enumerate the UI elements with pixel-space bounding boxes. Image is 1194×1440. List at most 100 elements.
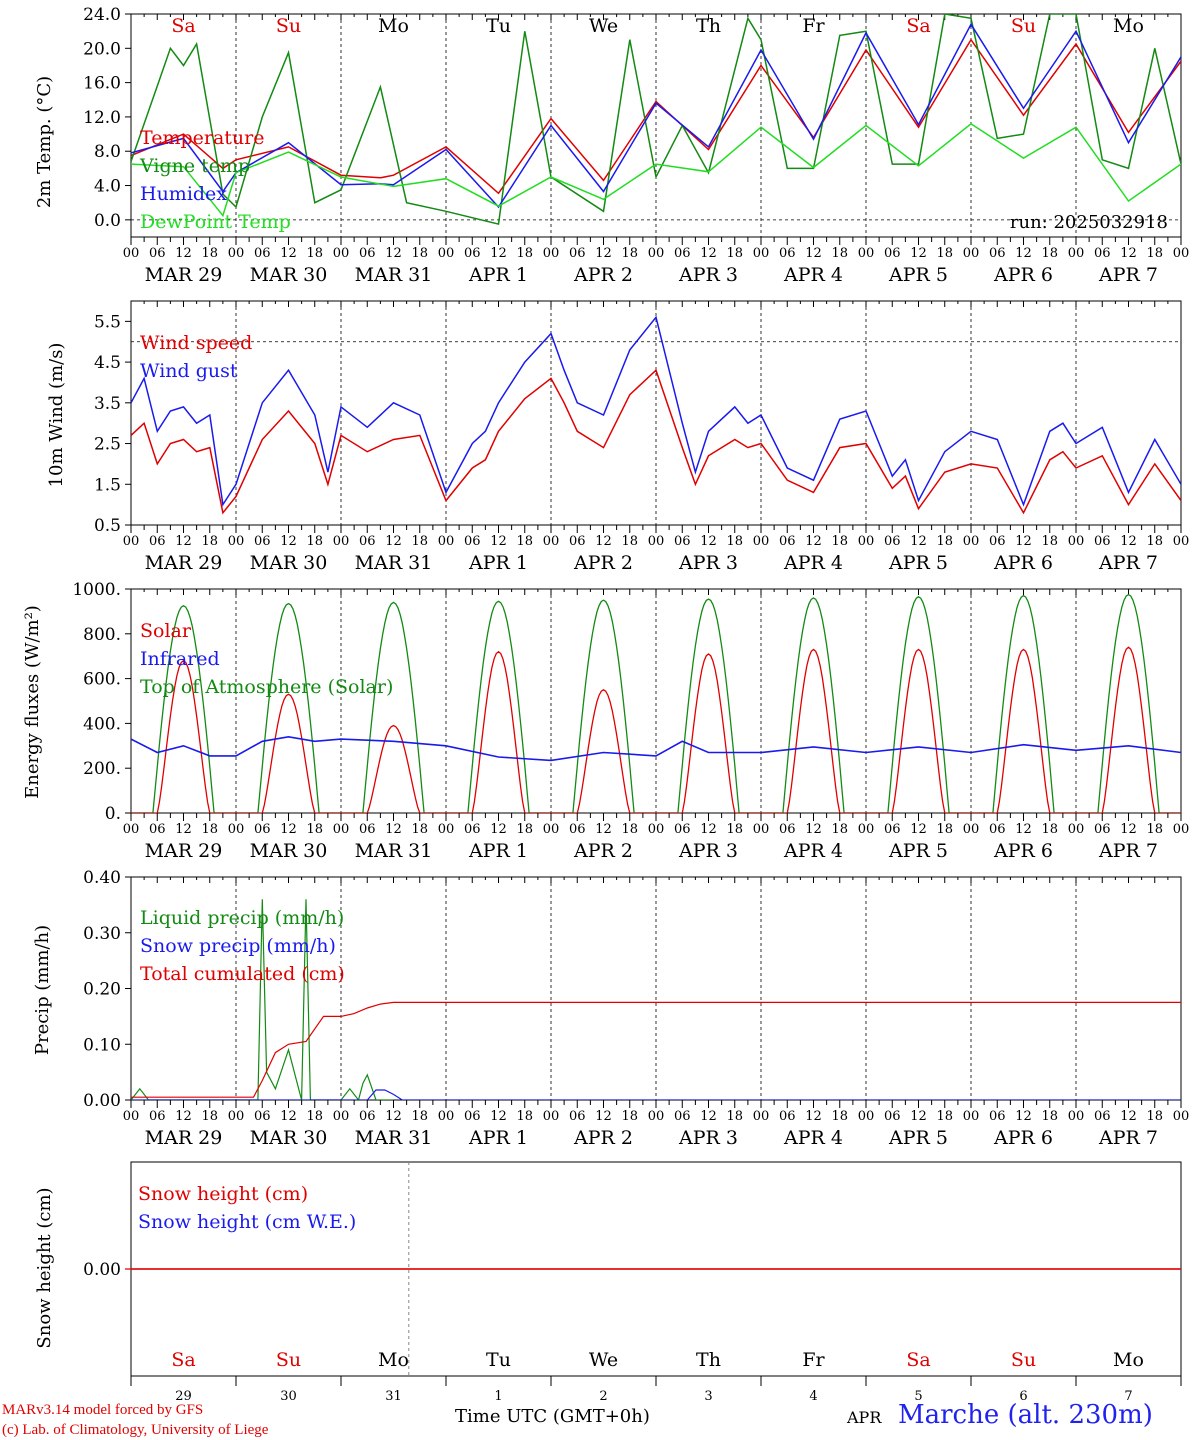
day-number-label: 7 xyxy=(1124,1389,1132,1404)
hour-tick-label: 00 xyxy=(648,1109,665,1124)
date-label: APR 6 xyxy=(993,264,1053,286)
hour-tick-label: 12 xyxy=(175,1109,192,1124)
hour-tick-label: 00 xyxy=(1173,1109,1190,1124)
day-name-label: We xyxy=(589,1349,618,1371)
y-tick-label: 4.0 xyxy=(94,177,121,197)
hour-tick-label: 00 xyxy=(333,1109,350,1124)
legend-entry: Total cumulated (cm) xyxy=(140,963,345,985)
hour-tick-label: 12 xyxy=(595,246,612,261)
y-tick-label: 3.5 xyxy=(94,394,121,414)
hour-tick-label: 18 xyxy=(726,534,743,549)
date-label: MAR 29 xyxy=(145,840,223,862)
hour-tick-label: 00 xyxy=(1068,534,1085,549)
hour-tick-label: 18 xyxy=(936,246,953,261)
hour-tick-label: 06 xyxy=(779,534,796,549)
y-tick-label: 12.0 xyxy=(83,108,121,128)
y-tick-label: 400. xyxy=(83,714,121,734)
snow-ylabel: Snow height (cm) xyxy=(34,1187,55,1348)
hour-tick-label: 00 xyxy=(438,534,455,549)
hour-tick-label: 06 xyxy=(1094,1109,1111,1124)
date-label: APR 5 xyxy=(888,264,948,286)
hour-tick-label: 12 xyxy=(1015,534,1032,549)
hour-tick-label: 18 xyxy=(201,1109,218,1124)
day-name-label: Fr xyxy=(802,15,825,37)
series-group xyxy=(131,593,1181,813)
hour-tick-label: 06 xyxy=(674,534,691,549)
hour-tick-label: 00 xyxy=(963,1109,980,1124)
hour-tick-label: 12 xyxy=(385,1109,402,1124)
energy-ylabel: Energy fluxes (W/m²) xyxy=(22,605,43,799)
hour-tick-label: 18 xyxy=(1041,246,1058,261)
hour-tick-label: 12 xyxy=(175,534,192,549)
run-label: run: 2025032918 xyxy=(1010,212,1168,233)
hour-tick-label: 12 xyxy=(1015,822,1032,837)
hour-tick-label: 18 xyxy=(1146,822,1163,837)
hour-tick-label: 12 xyxy=(700,822,717,837)
legend-entry: Vigne temp xyxy=(139,155,250,177)
hour-tick-label: 12 xyxy=(490,246,507,261)
hour-tick-label: 12 xyxy=(910,822,927,837)
hour-tick-label: 06 xyxy=(884,534,901,549)
day-number-label: 30 xyxy=(280,1389,297,1404)
hour-tick-label: 18 xyxy=(831,534,848,549)
hour-tick-label: 06 xyxy=(149,534,166,549)
legend-entry: Wind gust xyxy=(140,360,238,382)
y-tick-label: 800. xyxy=(83,625,121,645)
hour-tick-label: 12 xyxy=(385,246,402,261)
legend-entry: Snow height (cm W.E.) xyxy=(138,1211,356,1233)
hour-tick-label: 06 xyxy=(359,1109,376,1124)
hour-tick-label: 12 xyxy=(280,1109,297,1124)
y-tick-label: 600. xyxy=(83,670,121,690)
hour-tick-label: 06 xyxy=(989,534,1006,549)
hour-tick-label: 12 xyxy=(1015,1109,1032,1124)
hour-tick-label: 06 xyxy=(989,1109,1006,1124)
date-label: APR 4 xyxy=(783,264,843,286)
precip-ylabel: Precip (mm/h) xyxy=(32,925,53,1055)
day-name-label: We xyxy=(589,15,618,37)
legend-entry: Snow precip (mm/h) xyxy=(140,935,336,957)
y-tick-label: 0. xyxy=(105,804,121,824)
hour-tick-label: 18 xyxy=(936,534,953,549)
hour-tick-label: 06 xyxy=(254,246,271,261)
hour-tick-label: 00 xyxy=(1173,246,1190,261)
hour-tick-label: 18 xyxy=(1041,822,1058,837)
hour-tick-label: 12 xyxy=(1120,246,1137,261)
y-tick-label: 8.0 xyxy=(94,142,121,162)
hour-tick-label: 06 xyxy=(674,246,691,261)
hour-tick-label: 06 xyxy=(779,246,796,261)
date-label: APR 6 xyxy=(993,1127,1053,1149)
hour-tick-label: 06 xyxy=(359,246,376,261)
date-label: APR 1 xyxy=(468,840,528,862)
hour-tick-label: 00 xyxy=(438,822,455,837)
hour-tick-label: 00 xyxy=(543,1109,560,1124)
date-label: MAR 31 xyxy=(355,1127,433,1149)
time-axis-label: Time UTC (GMT+0h) xyxy=(455,1406,650,1427)
date-label: APR 4 xyxy=(783,552,843,574)
hour-tick-label: 18 xyxy=(411,822,428,837)
day-name-label: Tu xyxy=(486,15,511,37)
date-label: APR 2 xyxy=(573,264,633,286)
hour-tick-label: 18 xyxy=(936,1109,953,1124)
day-name-label: Su xyxy=(1011,15,1036,37)
hour-tick-label: 18 xyxy=(306,1109,323,1124)
hour-tick-label: 00 xyxy=(858,1109,875,1124)
date-label: MAR 29 xyxy=(145,552,223,574)
day-number-label: 1 xyxy=(494,1389,502,1404)
hour-tick-label: 00 xyxy=(123,1109,140,1124)
hour-tick-label: 00 xyxy=(123,534,140,549)
hour-tick-label: 06 xyxy=(254,534,271,549)
hour-tick-label: 18 xyxy=(1146,1109,1163,1124)
wind-panel: 10m Wind (m/s) 0.5 1.5 2.5 3.5 4.5 5.5 00 06 12 1… xyxy=(46,300,1189,574)
hour-tick-label: 06 xyxy=(674,1109,691,1124)
hour-tick-label: 12 xyxy=(910,534,927,549)
hour-tick-label: 00 xyxy=(438,1109,455,1124)
hour-tick-label: 12 xyxy=(910,1109,927,1124)
date-label: APR 7 xyxy=(1098,264,1158,286)
date-label: APR 4 xyxy=(783,840,843,862)
y-tick-label: 24.0 xyxy=(83,5,121,25)
y-tick-label: 1.5 xyxy=(94,475,121,495)
hour-tick-label: 12 xyxy=(490,1109,507,1124)
day-number-label: 5 xyxy=(914,1389,922,1404)
y-tick-label: 5.5 xyxy=(94,312,121,332)
day-name-label: Sa xyxy=(171,15,195,37)
